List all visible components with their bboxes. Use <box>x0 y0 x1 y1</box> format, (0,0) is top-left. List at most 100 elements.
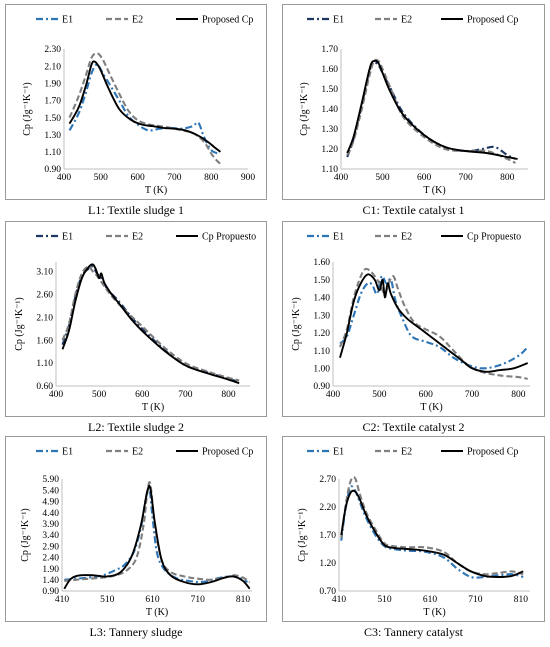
chart-panel: E1 E2 Proposed Cp 0.90 1.90 2.90 3.90 4.90 5.90 1… <box>5 436 267 643</box>
x-axis-label: T (K) <box>145 185 167 196</box>
y-tick-label: 0.90 <box>313 382 330 392</box>
x-tick-label: 600 <box>135 390 150 400</box>
series-line-proposed-cp <box>346 59 518 160</box>
legend-label: E2 <box>132 447 143 458</box>
x-tick-label: 400 <box>334 173 349 183</box>
axes: 0.90 1.10 1.30 1.50 1.70 1.90 2.10 2.30 400 500 60… <box>22 45 255 196</box>
y-tick-label: 1.60 <box>36 336 53 346</box>
y-tick-label: 1.10 <box>36 359 53 369</box>
legend-label: E2 <box>401 15 412 26</box>
y-tick-label: 2.40 <box>42 554 59 564</box>
series-line-e1 <box>346 61 516 160</box>
chart-svg: E1 E2 Proposed Cp1.101.201.301.401.501.601… <box>299 15 528 196</box>
legend: E1 E2 Proposed Cp <box>307 447 518 458</box>
x-tick-label: 410 <box>55 595 70 605</box>
y-tick-label: 1.00 <box>313 364 330 374</box>
x-tick-label: 710 <box>191 595 206 605</box>
chart-frame: E1 E2 Proposed Cp 0.70 1.20 1.70 2.20 2.70 410 51… <box>282 436 545 622</box>
y-tick-label: 1.20 <box>321 145 338 155</box>
axes: 0.90 1.00 1.10 1.20 1.30 1.40 1.50 1.60 400 500 60… <box>291 258 530 413</box>
y-tick-label: 5.40 <box>42 486 59 496</box>
y-axis-label: Cp (Jg⁻¹K⁻¹) <box>299 82 310 136</box>
x-tick-label: 800 <box>221 390 236 400</box>
x-tick-label: 500 <box>375 173 390 183</box>
y-tick-label: 1.70 <box>319 531 336 541</box>
x-tick-label: 810 <box>236 595 251 605</box>
axes: 1.10 1.20 1.30 1.40 1.50 1.60 1.70 400 500 600 700… <box>299 45 528 196</box>
legend-label: E2 <box>401 232 412 243</box>
x-tick-label: 800 <box>204 173 219 183</box>
y-tick-label: 1.20 <box>313 329 330 339</box>
y-tick-label: 4.40 <box>42 509 59 519</box>
legend-label: Cp Propuesto <box>467 232 521 243</box>
legend-label: E1 <box>333 232 344 243</box>
series-line-proposed-cp <box>340 489 524 578</box>
x-tick-label: 800 <box>500 173 515 183</box>
chart-frame: E1 E2 Cp Propuesto 0.60 1.10 1.60 2.10 2.60 3.10… <box>5 221 267 417</box>
y-tick-label: 1.90 <box>44 79 61 89</box>
legend-label: Proposed Cp <box>467 447 518 458</box>
chart-svg: E1 E2 Proposed Cp 0.70 1.20 1.70 2.20 2.70 410 51… <box>297 447 530 618</box>
y-tick-label: 2.10 <box>44 62 61 72</box>
chart-frame: E1 E2 Proposed Cp 0.90 1.10 1.30 1.50 1.70 1.90 2… <box>5 4 267 200</box>
chart-frame: E1 E2 Cp Propuesto 0.90 1.00 1.10 1.20 1.30 1.40… <box>282 221 545 417</box>
x-tick-label: 900 <box>241 173 256 183</box>
y-axis-label: Cp (Jg⁻¹K⁻¹) <box>22 82 33 136</box>
y-tick-label: 1.50 <box>321 85 338 95</box>
x-tick-label: 810 <box>514 595 529 605</box>
y-tick-label: 1.30 <box>321 125 338 135</box>
y-tick-label: 2.90 <box>42 542 59 552</box>
x-axis-label: T (K) <box>146 607 168 618</box>
panel-caption: C2: Textile catalyst 2 <box>362 420 465 434</box>
series-line-proposed-cp <box>68 60 222 153</box>
y-tick-label: 1.40 <box>42 576 59 586</box>
y-tick-label: 2.30 <box>44 45 61 55</box>
y-tick-label: 1.50 <box>44 114 61 124</box>
x-tick-label: 410 <box>332 595 347 605</box>
y-tick-label: 2.60 <box>36 290 53 300</box>
series-line-cp-propuesto <box>61 263 240 385</box>
series-line-e2 <box>339 267 528 380</box>
y-tick-label: 1.30 <box>313 311 330 321</box>
x-tick-label: 610 <box>423 595 438 605</box>
chart-panel: E1 E2 Proposed Cp 0.90 1.10 1.30 1.50 1.70 1.90 2… <box>5 4 267 221</box>
x-tick-label: 600 <box>417 173 432 183</box>
legend: E1 E2 Proposed Cp <box>36 15 253 26</box>
chart-frame: E1 E2 Proposed Cp 0.90 1.90 2.90 3.90 4.90 5.90 1… <box>5 436 267 622</box>
axes: 0.90 1.90 2.90 3.90 4.90 5.90 1.40 2.40 3.40 4.40… <box>20 475 252 618</box>
y-tick-label: 0.60 <box>36 382 53 392</box>
legend-label: Cp Propuesto <box>202 232 256 243</box>
series-line-e2 <box>346 58 516 164</box>
y-tick-label: 1.50 <box>313 276 330 286</box>
x-axis-label: T (K) <box>420 402 442 413</box>
legend: E1 E2 Proposed Cp <box>36 447 253 458</box>
y-tick-label: 1.60 <box>313 258 330 268</box>
y-tick-label: 0.70 <box>319 587 336 597</box>
panel-caption: C3: Tannery catalyst <box>364 625 463 639</box>
y-tick-label: 0.90 <box>42 587 59 597</box>
legend-label: Proposed Cp <box>202 15 253 26</box>
y-tick-label: 1.40 <box>321 105 338 115</box>
series-line-e1 <box>68 63 220 155</box>
y-axis-label: Cp (Jg⁻¹K⁻¹) <box>14 297 25 351</box>
chart-panel: E1 E2 Proposed Cp 1.10 1.20 1.30 1.40 1.50 1.60 1… <box>282 4 545 221</box>
y-axis-label: Cp (Jg⁻¹K⁻¹) <box>20 508 31 562</box>
chart-svg: E1 E2 Cp Propuesto 0.60 1.10 1.60 2.10 2.60 3.10… <box>14 232 256 414</box>
x-tick-label: 500 <box>372 390 387 400</box>
chart-panel: E1 E2 Cp Propuesto 0.60 1.10 1.60 2.10 2.60 3.10… <box>5 221 267 438</box>
x-tick-label: 800 <box>511 390 526 400</box>
x-tick-label: 700 <box>167 173 182 183</box>
panel-caption: L2: Textile sludge 2 <box>88 420 184 434</box>
x-tick-label: 500 <box>92 390 107 400</box>
series-line-e1 <box>340 485 524 579</box>
y-tick-label: 1.90 <box>42 565 59 575</box>
x-tick-label: 700 <box>465 390 480 400</box>
legend-label: E1 <box>62 15 73 26</box>
x-tick-label: 400 <box>57 173 72 183</box>
series-line-cp-propuesto <box>339 273 529 373</box>
legend: E1 E2 Cp Propuesto <box>307 232 521 243</box>
legend-label: E2 <box>132 15 143 26</box>
legend: E1 E2 Cp Propuesto <box>36 232 256 243</box>
x-axis-label: T (K) <box>142 402 164 413</box>
